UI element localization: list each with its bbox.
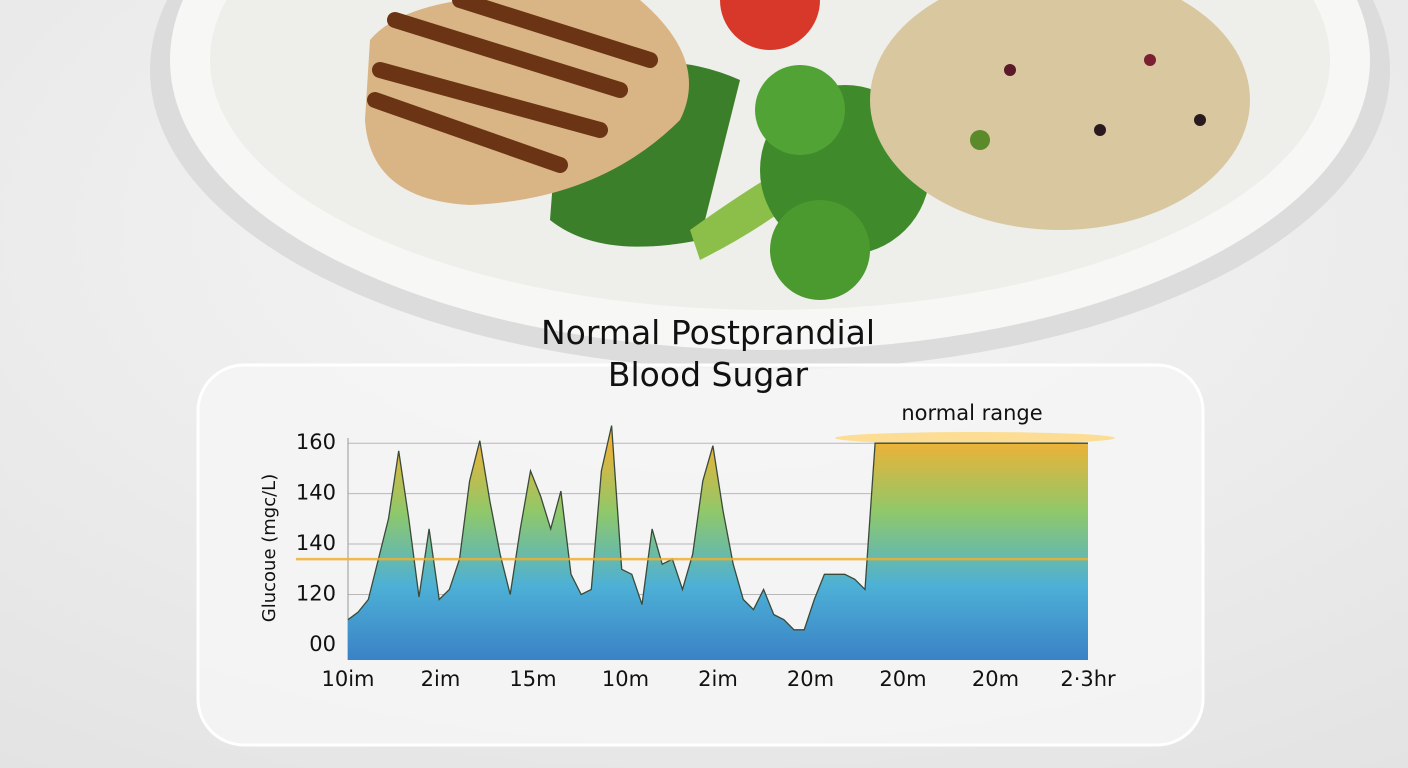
y-tick-label: 140 bbox=[296, 531, 336, 555]
x-tick-label: 15m bbox=[509, 667, 556, 691]
x-tick-label: 20m bbox=[972, 667, 1019, 691]
x-tick-label: 2·3hr bbox=[1060, 667, 1116, 691]
y-tick-label: 160 bbox=[296, 430, 336, 454]
y-axis-title: Glucoue (mgc/L) bbox=[259, 474, 280, 622]
x-tick-label: 10m bbox=[602, 667, 649, 691]
annotation: normal range bbox=[901, 401, 1042, 425]
x-tick-label: 20m bbox=[787, 667, 834, 691]
x-tick-label: 2im bbox=[421, 667, 461, 691]
area bbox=[348, 425, 1088, 660]
glow bbox=[835, 432, 1115, 444]
x-tick-label: 10im bbox=[321, 667, 374, 691]
food-photo bbox=[150, 0, 1390, 370]
y-tick-label: 120 bbox=[296, 581, 336, 605]
x-tick-label: 20m bbox=[879, 667, 926, 691]
y-tick-label: 00 bbox=[309, 632, 336, 656]
chart-title: Normal Postprandial Blood Sugar bbox=[540, 313, 876, 394]
y-tick-label: 140 bbox=[296, 481, 336, 505]
x-tick-label: 2im bbox=[698, 667, 738, 691]
line bbox=[347, 425, 1088, 631]
